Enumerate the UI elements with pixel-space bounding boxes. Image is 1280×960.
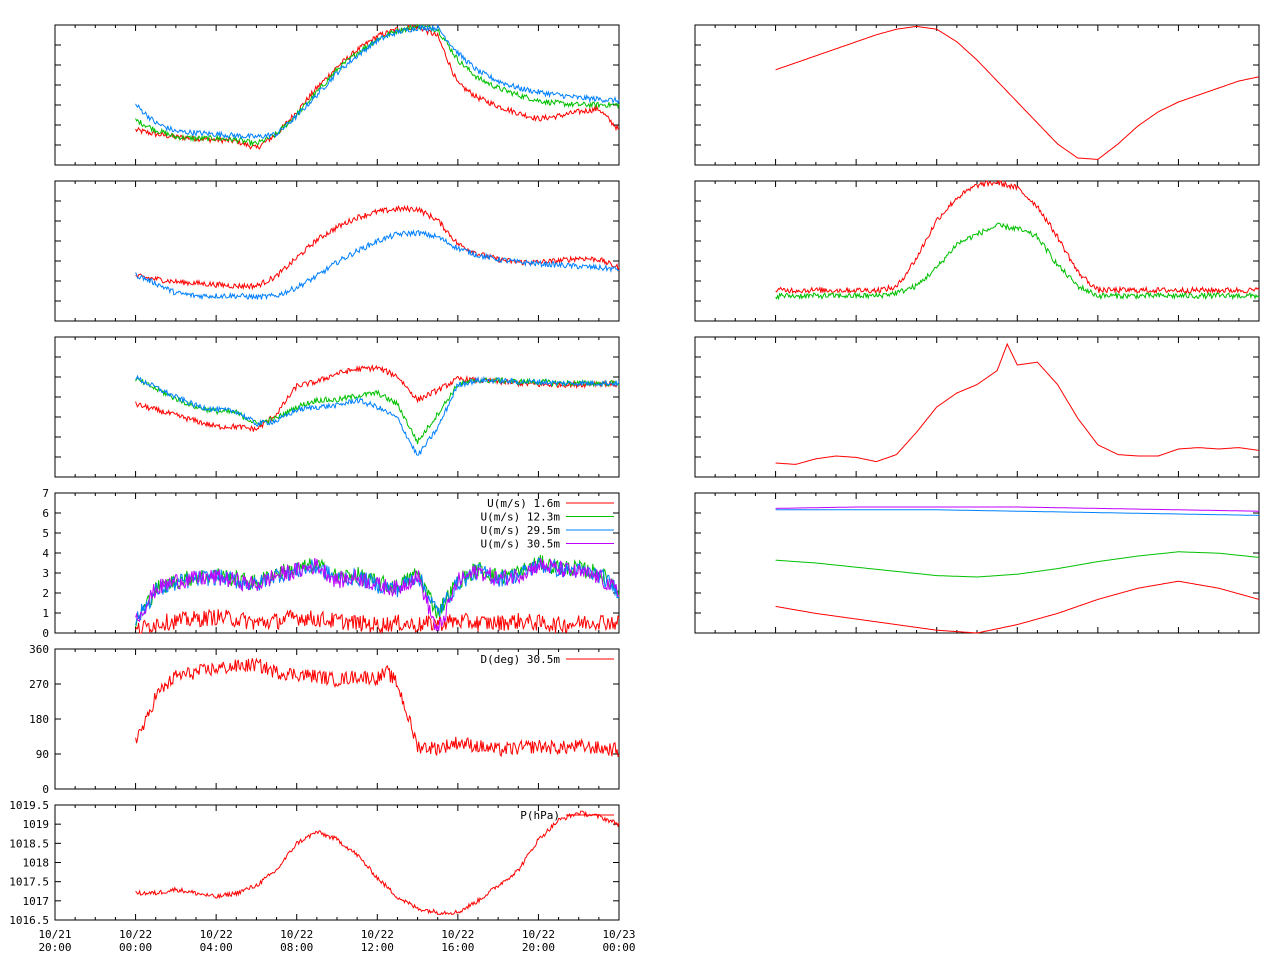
x-tick-label-time: 00:00 bbox=[119, 941, 152, 954]
y-tick-label: 1017 bbox=[23, 895, 50, 908]
series-line-left-1-1 bbox=[135, 23, 620, 148]
x-tick-label-date: 10/22 bbox=[361, 928, 394, 941]
y-tick-label: 1016.5 bbox=[9, 914, 49, 927]
series-line-left-1-0 bbox=[135, 23, 620, 150]
y-tick-label: 3 bbox=[42, 567, 49, 580]
legend-label: U(m/s) 1.6m bbox=[487, 497, 560, 510]
y-tick-label: 1019.5 bbox=[9, 799, 49, 812]
series-line-right-4-2 bbox=[775, 551, 1260, 578]
series-line-left-3-0 bbox=[135, 364, 620, 432]
y-tick-label: 1019 bbox=[23, 818, 50, 831]
series-line-right-1-0 bbox=[775, 25, 1260, 160]
y-tick-label: 1018 bbox=[23, 857, 50, 870]
panel-frame-left-2 bbox=[54, 180, 620, 322]
panel-frame-right-1 bbox=[694, 24, 1260, 166]
x-tick-label-date: 10/22 bbox=[200, 928, 233, 941]
series-line-left-2-1 bbox=[135, 229, 620, 301]
y-tick-label: 7 bbox=[42, 487, 49, 500]
legend-label: P(hPa) bbox=[520, 809, 560, 822]
x-tick-label-date: 10/22 bbox=[280, 928, 313, 941]
x-tick-label-time: 00:00 bbox=[602, 941, 635, 954]
x-tick-label-date: 10/21 bbox=[38, 928, 71, 941]
series-line-left-4-3 bbox=[135, 557, 620, 631]
x-tick-label-time: 20:00 bbox=[522, 941, 555, 954]
y-tick-label: 1018.5 bbox=[9, 837, 49, 850]
x-tick-label-time: 08:00 bbox=[280, 941, 313, 954]
series-line-right-4-0 bbox=[775, 506, 1259, 512]
legend-label: D(deg) 30.5m bbox=[481, 653, 561, 666]
y-tick-label: 2 bbox=[42, 587, 49, 600]
panel-frame-left-3 bbox=[54, 336, 620, 478]
y-tick-label: 180 bbox=[29, 713, 49, 726]
y-tick-label: 0 bbox=[42, 783, 49, 796]
series-line-left-4-0 bbox=[135, 608, 620, 635]
series-line-right-2-1 bbox=[775, 222, 1260, 301]
series-line-left-6-0 bbox=[135, 810, 620, 916]
legend-label: U(m/s) 12.3m bbox=[481, 511, 561, 524]
y-tick-label: 360 bbox=[29, 643, 49, 656]
panels-layer bbox=[54, 24, 1260, 921]
y-tick-label: 1 bbox=[42, 607, 49, 620]
series-line-left-1-2 bbox=[135, 24, 620, 140]
legend-label: U(m/s) 29.5m bbox=[481, 524, 561, 537]
series-line-right-2-0 bbox=[775, 179, 1260, 295]
x-tick-label-time: 16:00 bbox=[441, 941, 474, 954]
x-tick-label-date: 10/22 bbox=[441, 928, 474, 941]
series-line-left-3-2 bbox=[135, 374, 620, 456]
x-tick-label-time: 04:00 bbox=[200, 941, 233, 954]
x-tick-label-date: 10/22 bbox=[522, 928, 555, 941]
series-line-left-4-2 bbox=[135, 557, 620, 626]
series-layer bbox=[135, 23, 1260, 916]
legend-label: U(m/s) 30.5m bbox=[481, 538, 561, 551]
y-tick-label: 1017.5 bbox=[9, 876, 49, 889]
y-tick-label: 270 bbox=[29, 678, 49, 691]
y-tick-label: 90 bbox=[36, 748, 49, 761]
text-layer: 0 1 2 3 4 5 6 7 U(m/s) 1.6mU(m/s) 12.3mU(m/s) 29… bbox=[9, 487, 635, 954]
x-tick-label-date: 10/23 bbox=[602, 928, 635, 941]
series-line-left-3-1 bbox=[135, 377, 620, 445]
x-tick-label-time: 12:00 bbox=[361, 941, 394, 954]
panel-frame-left-6 bbox=[54, 804, 620, 921]
panel-frame-right-2 bbox=[694, 180, 1260, 322]
series-line-left-2-0 bbox=[135, 204, 620, 291]
y-tick-label: 5 bbox=[42, 527, 49, 540]
series-line-right-4-3 bbox=[775, 580, 1260, 634]
panel-frame-left-1 bbox=[54, 24, 620, 166]
y-tick-label: 4 bbox=[42, 547, 49, 560]
series-line-right-4-1 bbox=[775, 509, 1259, 516]
series-line-right-3-0 bbox=[775, 342, 1260, 465]
panel-frame-right-3 bbox=[694, 336, 1260, 478]
y-tick-label: 0 bbox=[42, 627, 49, 640]
series-line-left-5-0 bbox=[135, 657, 620, 758]
x-tick-label-time: 20:00 bbox=[38, 941, 71, 954]
panel-frame-left-5 bbox=[54, 648, 620, 790]
x-tick-label-date: 10/22 bbox=[119, 928, 152, 941]
y-tick-label: 6 bbox=[42, 507, 49, 520]
